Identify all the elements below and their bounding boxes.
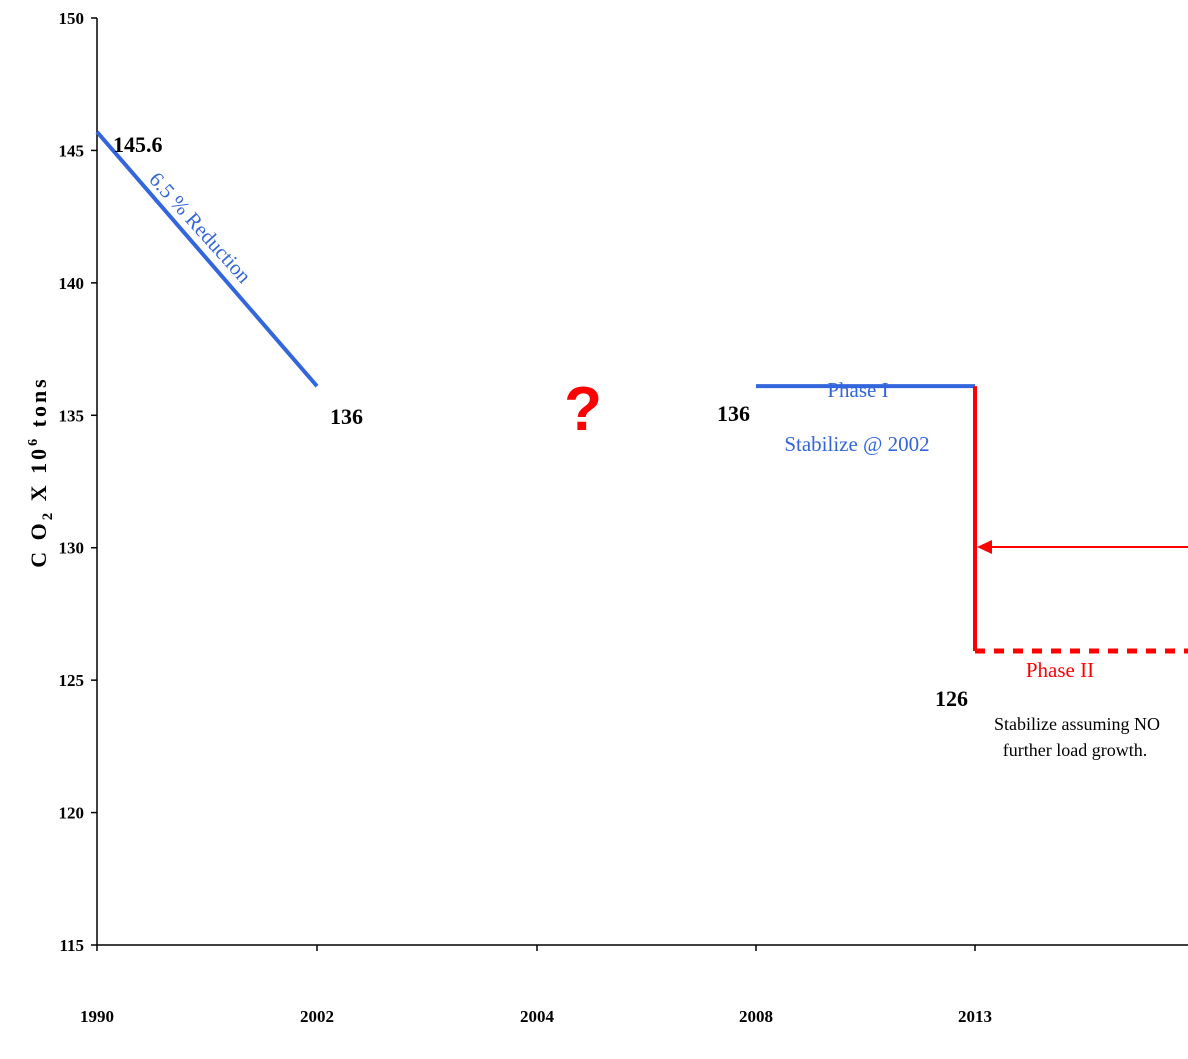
arrow-head	[977, 540, 992, 554]
data-label-2008: 136	[717, 401, 750, 426]
annotation-question-mark: ?	[564, 375, 602, 444]
y-tick-label: 125	[59, 671, 85, 690]
y-tick-label: 115	[59, 936, 84, 955]
x-tick-label: 2013	[958, 1007, 992, 1026]
annotation-reduction: 6.5 % Reduction	[144, 167, 256, 288]
y-tick-label: 145	[59, 141, 85, 160]
x-tick-label: 2008	[739, 1007, 773, 1026]
annotation-phase2-sub-line1: Stabilize assuming NO	[994, 714, 1160, 734]
y-axis-label: C O2 X 106 tons	[26, 376, 56, 568]
y-tick-label: 150	[59, 9, 85, 28]
y-tick-label: 135	[59, 406, 85, 425]
y-tick-label: 140	[59, 274, 85, 293]
data-label-phase2: 126	[935, 686, 968, 711]
annotation-phase1: Phase I	[827, 378, 888, 402]
x-tick-label: 2002	[300, 1007, 334, 1026]
data-label-2002: 136	[330, 404, 363, 429]
y-tick-label: 130	[59, 539, 85, 558]
annotation-phase1-sub: Stabilize @ 2002	[784, 432, 929, 456]
data-label-start: 145.6	[113, 132, 163, 157]
annotation-phase2-sub-line2: further load growth.	[1003, 740, 1147, 760]
annotation-phase2: Phase II	[1026, 658, 1094, 682]
y-tick-label: 120	[59, 804, 85, 823]
x-tick-label: 2004	[520, 1007, 555, 1026]
series-line-reduction	[95, 130, 319, 388]
x-tick-label: 1990	[80, 1007, 114, 1026]
